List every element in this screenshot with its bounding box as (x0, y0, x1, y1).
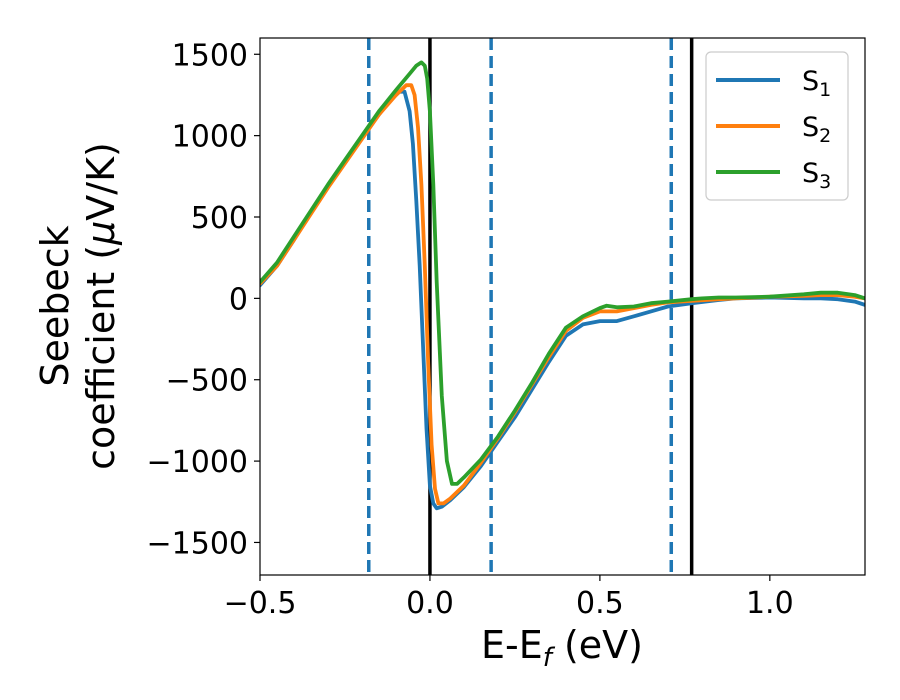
legend-entry-s1: S1 (802, 66, 831, 101)
y-tick-label: 0 (229, 282, 248, 317)
x-axis-label-unit: (eV) (552, 623, 643, 667)
y-tick-label: −1000 (147, 445, 248, 480)
x-axis-ticks: −0.5 0.0 0.5 1.0 (224, 575, 794, 621)
legend-entry-s2: S2 (802, 112, 831, 147)
y-tick-label: −500 (166, 364, 248, 399)
x-axis-label: E-Ef (eV) (481, 623, 643, 673)
y-axis-label-mu: μ (79, 221, 123, 246)
y-tick-label: 1500 (172, 38, 248, 73)
legend-entry-s3: S3 (802, 158, 831, 193)
x-tick-label: −0.5 (224, 586, 297, 621)
y-axis-label: Seebeck coefficient (μV/K) (33, 142, 123, 470)
series-lines (260, 60, 865, 511)
y-axis-label-line1: Seebeck (33, 225, 77, 386)
y-axis-label-line2: coefficient (μV/K) (79, 142, 123, 470)
x-tick-label: 0.5 (576, 586, 624, 621)
plot-frame (259, 37, 866, 576)
y-axis-label-unit: V/K) (79, 142, 123, 221)
y-tick-label: −1500 (147, 526, 248, 561)
y-axis-label-text: coefficient ( (79, 245, 123, 470)
legend: S1 S2 S3 (705, 51, 849, 201)
x-tick-label: 1.0 (746, 586, 794, 621)
series-line-s3 (260, 60, 865, 486)
x-axis-label-main: E-E (481, 623, 543, 667)
x-tick-label: 0.0 (406, 586, 454, 621)
y-tick-label: 1000 (172, 120, 248, 155)
y-tick-label: 500 (191, 201, 248, 236)
y-axis-ticks: −1500 −1000 −500 0 500 1000 1500 (147, 38, 260, 561)
